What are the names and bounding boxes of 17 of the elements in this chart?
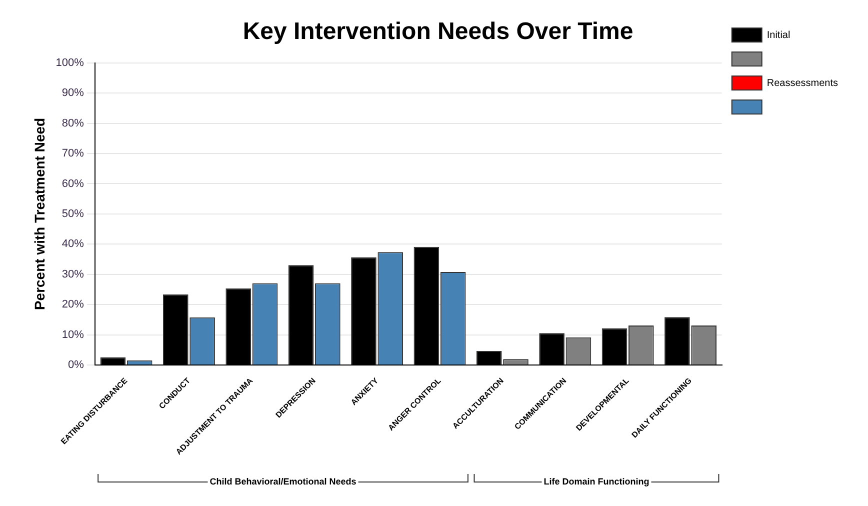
y-tick-label: 100%: [56, 56, 84, 69]
text: Child Behavioral/Emotional Needs: [210, 476, 356, 486]
legend-label: Reassessments: [766, 78, 838, 89]
y-tick-label: 60%: [62, 178, 84, 190]
y-tick-label: 10%: [62, 328, 84, 341]
chart-title: Key Intervention Needs Over Time: [242, 18, 634, 46]
y-axis-title: Percent with Treatment Need: [31, 118, 48, 310]
y-tick-label: 0%: [68, 359, 84, 372]
legend-label: Initial: [766, 30, 790, 41]
text: Life Domain Functioning: [544, 476, 650, 486]
y-tick-label: 40%: [62, 238, 84, 250]
y-tick-label: 50%: [62, 208, 84, 220]
y-tick-label: 90%: [62, 87, 84, 100]
y-tick-label: 70%: [62, 148, 84, 160]
y-tick-label: 80%: [62, 117, 84, 130]
y-tick-label: 30%: [62, 268, 84, 280]
y-tick-label: 20%: [62, 298, 84, 311]
